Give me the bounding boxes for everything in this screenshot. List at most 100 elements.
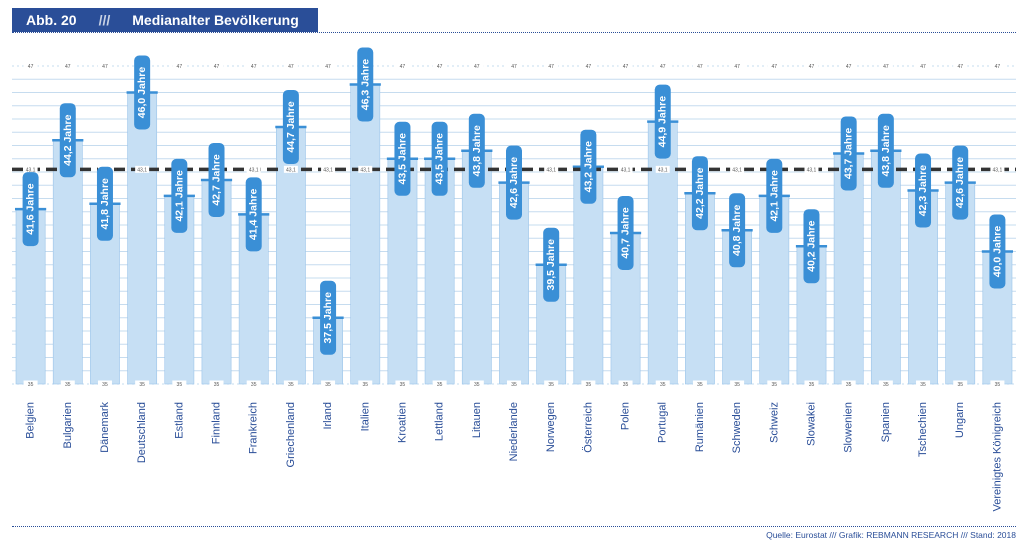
value-label: 40,8 Jahre xyxy=(731,204,743,256)
pill-background xyxy=(394,121,411,196)
value-label-pill: 42,6 Jahre xyxy=(952,145,969,220)
category-labels: Belgien Bulgarien Dänemark Deutschland Estla… xyxy=(25,402,1004,512)
value-label-pill: 43,8 Jahre xyxy=(468,113,485,188)
tick-label-bg xyxy=(283,380,298,388)
tick-label-top: 47 xyxy=(883,64,889,70)
tick-label-average: 43,1 xyxy=(621,168,631,174)
tick-label-average: 43,1 xyxy=(249,168,259,174)
tick-label-bg xyxy=(692,62,707,70)
tick-label-bg xyxy=(730,380,745,388)
tick-label-bg xyxy=(358,380,373,388)
value-label-pill: 43,2 Jahre xyxy=(580,129,597,204)
tick-label-bg xyxy=(618,165,633,173)
value-label-pill: 44,9 Jahre xyxy=(654,84,671,159)
tick-label-top: 47 xyxy=(288,64,294,70)
tick-label-bg xyxy=(544,62,559,70)
tick-label-top: 47 xyxy=(437,64,443,70)
category-label: Slowenien xyxy=(843,402,855,453)
tick-label-bg xyxy=(916,62,931,70)
value-label: 44,2 Jahre xyxy=(62,114,74,166)
bar-Kroatien xyxy=(387,158,418,385)
value-label-pill: 41,4 Jahre xyxy=(245,177,262,252)
bar-Deutschland xyxy=(127,92,158,385)
tick-label-bg xyxy=(469,62,484,70)
source-note: Quelle: Eurostat /// Grafik: REBMANN RES… xyxy=(766,530,1016,540)
value-label: 42,6 Jahre xyxy=(954,157,966,209)
category-label: Österreich xyxy=(582,402,594,453)
pill-background xyxy=(840,116,857,191)
tick-label-bg xyxy=(246,165,261,173)
tick-label-bottom: 35 xyxy=(251,382,257,388)
tick-label-bg xyxy=(692,380,707,388)
value-label: 43,2 Jahre xyxy=(582,141,594,193)
category-label: Tschechien xyxy=(917,402,929,457)
tick-label-bg xyxy=(544,380,559,388)
bar-Litauen xyxy=(461,150,492,385)
bar-Griechenland xyxy=(275,126,306,385)
value-label-pill: 40,2 Jahre xyxy=(803,209,820,284)
header-divider xyxy=(12,32,1016,33)
pill-background xyxy=(654,84,671,159)
value-label: 40,7 Jahre xyxy=(620,207,632,259)
pill-background xyxy=(468,113,485,188)
tick-label-average: 43,1 xyxy=(286,168,296,174)
tick-label-bottom: 35 xyxy=(139,382,145,388)
value-label: 43,5 Jahre xyxy=(434,133,446,185)
value-label-pill: 44,7 Jahre xyxy=(282,89,299,164)
tick-label-bg xyxy=(990,62,1005,70)
tick-label-bg xyxy=(283,62,298,70)
tick-label-bottom: 35 xyxy=(474,382,480,388)
tick-label-bg xyxy=(618,380,633,388)
tick-label-bg xyxy=(990,380,1005,388)
tick-label-average: 43,1 xyxy=(658,168,668,174)
pill-background xyxy=(691,156,708,231)
bar-Portugal xyxy=(647,121,678,385)
tick-label-bg xyxy=(395,62,410,70)
tick-label-bg xyxy=(655,380,670,388)
tick-label-top: 47 xyxy=(623,64,629,70)
category-label: Portugal xyxy=(657,402,669,443)
value-label-pill: 41,8 Jahre xyxy=(96,166,113,241)
value-label: 41,6 Jahre xyxy=(25,183,37,235)
value-label-pill: 39,5 Jahre xyxy=(543,227,560,302)
tick-label-bg xyxy=(321,165,336,173)
tick-label-top: 47 xyxy=(586,64,592,70)
tick-label-average: 43,1 xyxy=(323,168,333,174)
tick-label-bottom: 35 xyxy=(883,382,889,388)
tick-label-top: 47 xyxy=(474,64,480,70)
value-label: 44,9 Jahre xyxy=(657,96,669,148)
tick-label-bg xyxy=(990,165,1005,173)
value-label-pill: 46,0 Jahre xyxy=(134,55,151,130)
category-label: Niederlande xyxy=(508,402,520,461)
tick-label-average: 43,1 xyxy=(546,168,556,174)
value-label-pill: 42,2 Jahre xyxy=(691,156,708,231)
tick-label-average: 43,1 xyxy=(732,168,742,174)
value-label-pill: 40,0 Jahre xyxy=(989,214,1006,289)
value-label: 42,7 Jahre xyxy=(211,154,223,206)
pill-background xyxy=(357,47,374,122)
tick-label-bottom: 35 xyxy=(920,382,926,388)
tick-label-average: 43,1 xyxy=(993,168,1003,174)
tick-label-bg xyxy=(321,62,336,70)
tick-label-top: 47 xyxy=(772,64,778,70)
tick-label-bg xyxy=(878,62,893,70)
tick-label-average: 43,1 xyxy=(360,168,370,174)
value-label: 42,6 Jahre xyxy=(508,157,520,209)
pill-background xyxy=(208,142,225,217)
tick-label-bottom: 35 xyxy=(995,382,1001,388)
value-label-pill: 43,7 Jahre xyxy=(840,116,857,191)
category-label: Schweden xyxy=(731,402,743,453)
tick-label-bottom: 35 xyxy=(437,382,443,388)
tick-label-top: 47 xyxy=(957,64,963,70)
value-label-pill: 43,5 Jahre xyxy=(394,121,411,196)
category-label: Frankreich xyxy=(248,402,260,454)
tick-label-bg xyxy=(246,380,261,388)
tick-label-top: 47 xyxy=(660,64,666,70)
tick-label-bg xyxy=(953,380,968,388)
tick-label-bg xyxy=(507,62,521,70)
value-label: 39,5 Jahre xyxy=(545,239,557,291)
tick-label-bottom: 35 xyxy=(697,382,703,388)
tick-label-bottom: 35 xyxy=(511,382,517,388)
pill-background xyxy=(915,153,932,228)
